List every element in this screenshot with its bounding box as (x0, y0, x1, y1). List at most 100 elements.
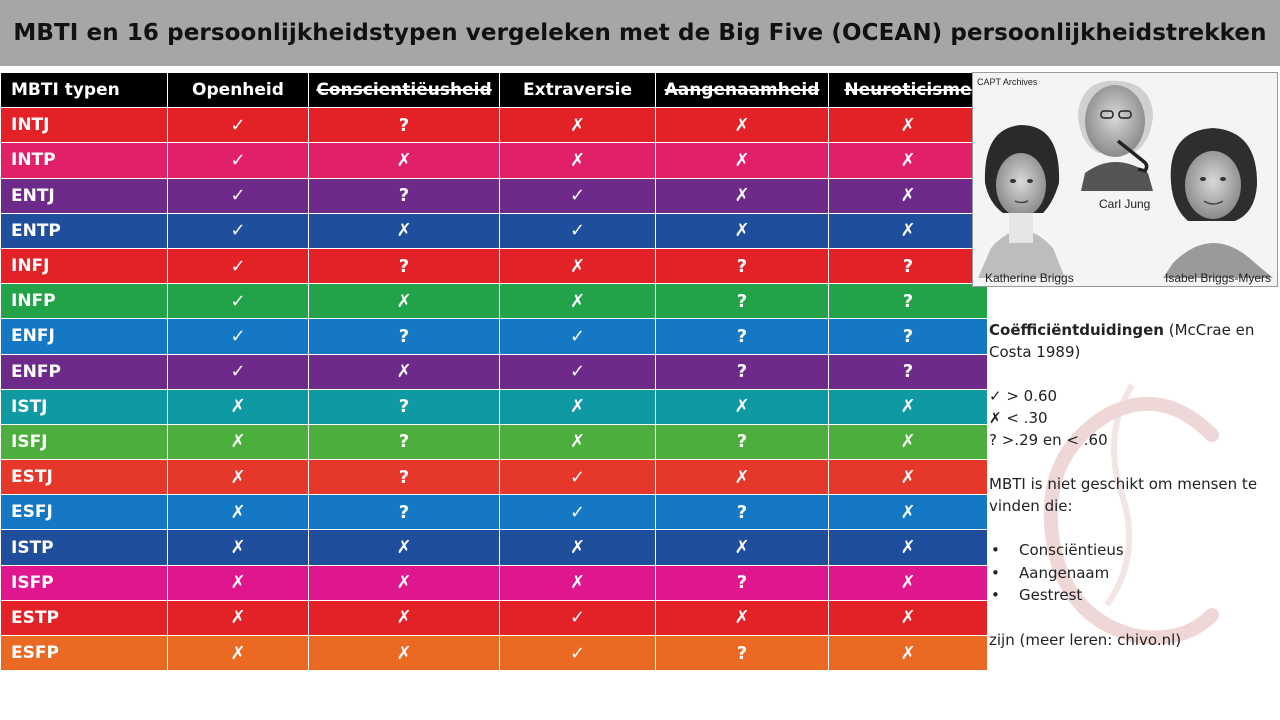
extraversion-score-cell: ✗ (499, 142, 656, 179)
mbti-type-cell: ESFP (0, 634, 168, 672)
extraversion-score-cell: ✓ (499, 212, 656, 249)
extraversion-score-cell: ✓ (499, 459, 656, 496)
table-row: ENTP ✓ ✗ ✓ ✗ ✗ (0, 212, 988, 249)
conscientiousness-score-cell: ? (308, 177, 500, 214)
neuroticism-score-cell: ✗ (828, 599, 988, 637)
table-row: INTP ✓ ✗ ✗ ✗ ✗ (0, 142, 988, 179)
mbti-type-cell: INFP (0, 283, 168, 320)
openness-score-cell: ✓ (167, 353, 309, 390)
neuroticism-score-cell: ✗ (828, 177, 988, 214)
conscientiousness-score-cell: ? (308, 247, 500, 285)
neuroticism-score-cell: ✗ (828, 634, 988, 672)
openness-score-cell: ✗ (167, 529, 309, 566)
agreeableness-score-cell: ? (655, 494, 829, 531)
mbti-type-cell: ISFJ (0, 423, 168, 461)
table-row: ISTP ✗ ✗ ✗ ✗ ✗ (0, 529, 988, 566)
table-row: ISFJ ✗? ✗? ✗ (0, 423, 988, 461)
agreeableness-score-cell: ✗ (655, 107, 829, 144)
neuroticism-score-cell: ✗ (828, 142, 988, 179)
mbti-type-cell: ENTP (0, 212, 168, 249)
mbti-type-cell: ESTP (0, 599, 168, 637)
agreeableness-score-cell: ✗ (655, 529, 829, 566)
agreeableness-score-cell: ✗ (655, 142, 829, 179)
conscientiousness-score-cell: ✗ (308, 353, 500, 390)
column-header-extraversion: Extraversie (499, 71, 656, 109)
agreeableness-score-cell: ✗ (655, 599, 829, 637)
founders-photo-illustration (978, 80, 1273, 278)
extraversion-score-cell: ✗ (499, 247, 656, 285)
neuroticism-score-cell: ✗ (828, 494, 988, 531)
conscientiousness-score-cell: ✗ (308, 599, 500, 637)
carl-jung-portrait (1078, 80, 1153, 191)
openness-score-cell: ✗ (167, 634, 309, 672)
conscientiousness-score-cell: ✗ (308, 283, 500, 320)
bullet-agreeable: Aangenaam (991, 562, 1259, 585)
legend-heading-bold: Coëfficiëntduidingen (989, 321, 1164, 339)
legend-panel: Coëfficiëntduidingen (McCrae en Costa 19… (972, 305, 1272, 705)
mbti-type-cell: ESTJ (0, 459, 168, 496)
openness-score-cell: ✗ (167, 599, 309, 637)
table-body: INTJ ✓? ✗ ✗ ✗ INTP ✓ ✗ ✗ ✗ ✗ ENTJ ✓? ✓ ✗ ✗ ENTP ✓ ✗ ✓ ✗ ✗ INFJ… (0, 107, 988, 672)
table-row: ENTJ ✓? ✓ ✗ ✗ (0, 177, 988, 214)
neuroticism-score-cell: ? (828, 283, 988, 320)
neuroticism-score-cell: ✗ (828, 564, 988, 601)
mbti-type-cell: INTP (0, 142, 168, 179)
table-row: INFP ✓ ✗ ✗?? (0, 283, 988, 320)
table-row: ESTP ✗ ✗ ✓ ✗ ✗ (0, 599, 988, 637)
agreeableness-score-cell: ? (655, 634, 829, 672)
caption-carl-jung: Carl Jung (1099, 197, 1151, 211)
caption-isabel-briggs-myers: Isabel Briggs-Myers (1165, 271, 1272, 285)
openness-score-cell: ✓ (167, 142, 309, 179)
column-header-neuroticism: Neuroticisme (828, 71, 988, 109)
openness-score-cell: ✓ (167, 212, 309, 249)
agreeableness-score-cell: ✗ (655, 212, 829, 249)
agreeableness-score-cell: ? (655, 247, 829, 285)
bullet-stressed: Gestrest (991, 584, 1259, 607)
conscientiousness-score-cell: ✗ (308, 212, 500, 249)
table-row: ENFJ ✓? ✓?? (0, 318, 988, 355)
table-row: ESFJ ✗? ✓? ✗ (0, 494, 988, 531)
column-header-conscientiousness: Conscientiëusheid (308, 71, 500, 109)
table-row: ESFP ✗ ✗ ✓? ✗ (0, 634, 988, 672)
table-row: ISFP ✗ ✗ ✗? ✗ (0, 564, 988, 601)
neuroticism-score-cell: ? (828, 318, 988, 355)
extraversion-score-cell: ✗ (499, 388, 656, 425)
table-row: INFJ ✓? ✗?? (0, 247, 988, 285)
neuroticism-score-cell: ✗ (828, 388, 988, 425)
extraversion-score-cell: ✗ (499, 107, 656, 144)
agreeableness-score-cell: ? (655, 564, 829, 601)
extraversion-score-cell: ✗ (499, 529, 656, 566)
neuroticism-score-cell: ✗ (828, 423, 988, 461)
legend-heading: Coëfficiëntduidingen (McCrae en Costa 19… (989, 319, 1259, 363)
openness-score-cell: ✓ (167, 283, 309, 320)
openness-score-cell: ✗ (167, 423, 309, 461)
column-header-agreeableness: Aangenaamheid (655, 71, 829, 109)
agreeableness-score-cell: ✗ (655, 459, 829, 496)
agreeableness-score-cell: ? (655, 318, 829, 355)
column-header-mbti-types: MBTI typen (0, 71, 168, 109)
openness-score-cell: ✗ (167, 388, 309, 425)
openness-score-cell: ✗ (167, 564, 309, 601)
extraversion-score-cell: ✓ (499, 353, 656, 390)
conscientiousness-score-cell: ? (308, 423, 500, 461)
mbti-type-cell: ISTJ (0, 388, 168, 425)
agreeableness-score-cell: ✗ (655, 388, 829, 425)
mbti-type-cell: ISFP (0, 564, 168, 601)
conscientiousness-score-cell: ✗ (308, 634, 500, 672)
mbti-type-cell: ISTP (0, 529, 168, 566)
conscientiousness-score-cell: ? (308, 107, 500, 144)
agreeableness-score-cell: ✗ (655, 177, 829, 214)
legend-key-low: ✗ < .30 (989, 409, 1048, 427)
agreeableness-score-cell: ? (655, 353, 829, 390)
extraversion-score-cell: ✓ (499, 318, 656, 355)
conscientiousness-score-cell: ? (308, 318, 500, 355)
neuroticism-score-cell: ✗ (828, 459, 988, 496)
mbti-comparison-table: MBTI typen Openheid Conscientiëusheid Ex… (0, 71, 988, 672)
neuroticism-score-cell: ✗ (828, 529, 988, 566)
agreeableness-score-cell: ? (655, 283, 829, 320)
table-row: ENFP ✓ ✗ ✓?? (0, 353, 988, 390)
legend-statement: MBTI is niet geschikt om mensen te vinde… (989, 475, 1258, 515)
table-row: INTJ ✓? ✗ ✗ ✗ (0, 107, 988, 144)
mbti-type-cell: ENFJ (0, 318, 168, 355)
neuroticism-score-cell: ? (828, 247, 988, 285)
